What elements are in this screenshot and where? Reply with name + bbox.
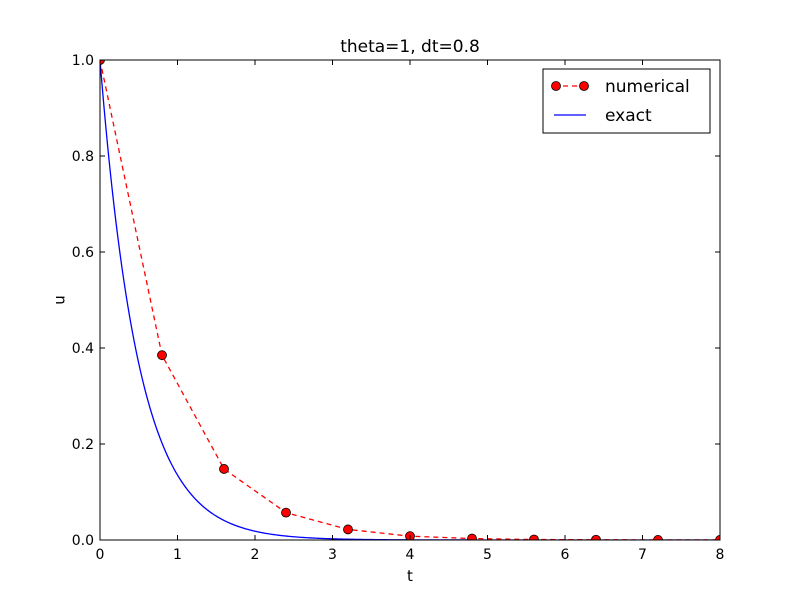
x-tick-label: 4: [406, 547, 415, 563]
data-point-numerical: [281, 507, 291, 518]
legend-marker-numerical: [551, 81, 561, 91]
y-tick-label: 0.4: [72, 341, 94, 357]
y-tick-label: 0.8: [72, 149, 94, 165]
data-point-numerical: [100, 60, 105, 65]
x-tick-label: 1: [173, 547, 182, 563]
data-point-numerical: [219, 464, 229, 474]
x-tick-label: 5: [483, 547, 492, 563]
legend-box: [542, 68, 711, 134]
legend: numerical exact: [542, 68, 711, 134]
x-tick-label: 6: [561, 547, 570, 563]
y-axis-title: u: [51, 295, 69, 305]
x-tick-label: 8: [716, 547, 725, 563]
x-tick-label: 2: [251, 547, 260, 563]
y-tick-label: 1.0: [72, 53, 94, 69]
data-point-numerical: [157, 350, 167, 361]
legend-label-exact: exact: [605, 106, 652, 126]
data-point-numerical: [343, 524, 353, 535]
ticks: 0 1 2 3 4 5 6 7 8 0.0 0.2 0.4 0.6 0.8 1.0: [72, 53, 725, 563]
legend-label-numerical: numerical: [605, 77, 690, 97]
x-tick-label: 0: [96, 547, 105, 563]
x-axis-title: t: [407, 567, 413, 585]
legend-marker-numerical: [579, 81, 589, 91]
data-point-numerical: [467, 533, 477, 540]
y-tick-label: 0.6: [72, 245, 94, 261]
x-tick-label: 3: [328, 547, 337, 563]
x-tick-label: 7: [638, 547, 647, 563]
y-tick-label: 0.0: [72, 533, 94, 549]
chart-title: theta=1, dt=0.8: [340, 37, 480, 57]
y-tick-label: 0.2: [72, 437, 94, 453]
